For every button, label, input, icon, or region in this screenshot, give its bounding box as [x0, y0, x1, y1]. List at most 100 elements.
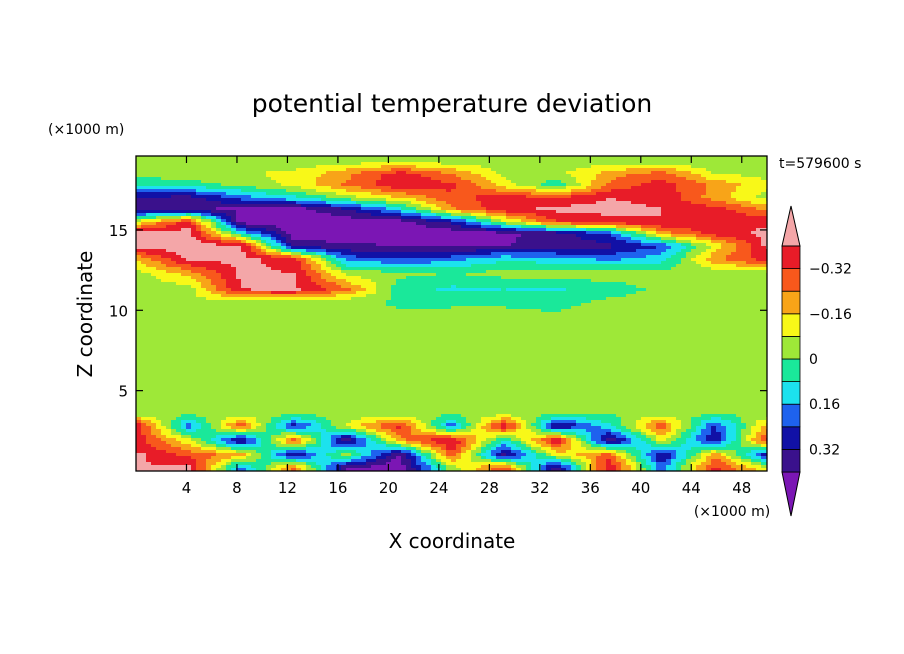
- contour-cell: [421, 252, 427, 256]
- contour-cell: [391, 162, 397, 166]
- contour-cell: [146, 207, 152, 211]
- contour-cell: [231, 243, 237, 247]
- contour-cell: [546, 201, 552, 205]
- contour-cell: [556, 171, 562, 175]
- contour-cell: [436, 252, 442, 256]
- contour-cell: [346, 168, 352, 172]
- contour-cell: [661, 219, 667, 223]
- contour-cell: [596, 162, 602, 166]
- contour-cell: [256, 195, 262, 199]
- contour-cell: [191, 246, 197, 250]
- contour-cell: [391, 177, 397, 181]
- contour-cell: [411, 183, 417, 187]
- contour-cell: [456, 219, 462, 223]
- contour-cell: [301, 270, 307, 274]
- contour-cell: [716, 165, 722, 169]
- contour-cell: [591, 243, 597, 247]
- contour-cell: [511, 231, 517, 235]
- contour-cell: [356, 228, 362, 232]
- contour-cell: [156, 192, 162, 196]
- contour-cell: [661, 174, 667, 178]
- contour-cell: [281, 207, 287, 211]
- contour-cell: [686, 213, 692, 217]
- y-unit-label: (×1000 m): [48, 122, 124, 138]
- contour-cell: [381, 165, 387, 169]
- contour-cell: [376, 213, 382, 217]
- contour-cell: [291, 210, 297, 214]
- contour-cell: [341, 225, 347, 229]
- contour-cell: [671, 228, 677, 232]
- contour-cell: [526, 207, 532, 211]
- contour-cell: [306, 213, 312, 217]
- contour-cell: [491, 246, 497, 250]
- contour-cell: [616, 261, 622, 265]
- contour-cell: [191, 159, 197, 163]
- contour-cell: [236, 174, 242, 178]
- contour-cell: [756, 228, 762, 232]
- contour-cell: [251, 267, 257, 271]
- contour-cell: [276, 225, 282, 229]
- contour-cell: [711, 267, 717, 271]
- contour-cell: [511, 234, 517, 238]
- contour-cell: [206, 204, 212, 208]
- contour-cell: [231, 249, 237, 253]
- contour-cell: [271, 270, 277, 274]
- contour-cell: [521, 174, 527, 178]
- contour-cell: [716, 180, 722, 184]
- contour-cell: [441, 216, 447, 220]
- contour-cell: [201, 213, 207, 217]
- contour-cell: [591, 177, 597, 181]
- contour-cell: [486, 189, 492, 193]
- contour-cell: [296, 189, 302, 193]
- contour-cell: [741, 213, 747, 217]
- contour-cell: [531, 261, 537, 265]
- contour-cell: [286, 168, 292, 172]
- contour-cell: [531, 264, 537, 268]
- contour-cell: [361, 213, 367, 217]
- contour-cell: [361, 225, 367, 229]
- contour-cell: [431, 204, 437, 208]
- contour-cell: [406, 243, 412, 247]
- contour-cell: [371, 189, 377, 193]
- contour-cell: [456, 177, 462, 181]
- contour-cell: [516, 198, 522, 202]
- contour-cell: [151, 186, 157, 190]
- contour-cell: [506, 198, 512, 202]
- contour-cell: [436, 213, 442, 217]
- contour-cell: [576, 207, 582, 211]
- contour-cell: [726, 222, 732, 226]
- contour-cell: [141, 261, 147, 265]
- contour-cell: [301, 171, 307, 175]
- contour-cell: [596, 159, 602, 163]
- contour-cell: [636, 240, 642, 244]
- contour-cell: [276, 195, 282, 199]
- contour-cell: [651, 231, 657, 235]
- contour-cell: [431, 174, 437, 178]
- contour-cell: [321, 228, 327, 232]
- contour-cell: [216, 267, 222, 271]
- contour-cell: [686, 204, 692, 208]
- contour-cell: [321, 249, 327, 253]
- contour-cell: [641, 231, 647, 235]
- contour-cell: [286, 201, 292, 205]
- contour-cell: [196, 243, 202, 247]
- contour-cell: [431, 240, 437, 244]
- contour-cell: [261, 156, 267, 160]
- contour-cell: [301, 225, 307, 229]
- contour-cell: [426, 216, 432, 220]
- contour-cell: [661, 204, 667, 208]
- contour-cell: [391, 258, 397, 262]
- contour-cell: [711, 177, 717, 181]
- contour-cell: [656, 270, 662, 274]
- contour-cell: [691, 231, 697, 235]
- contour-cell: [186, 222, 192, 226]
- contour-cell: [266, 195, 272, 199]
- contour-cell: [426, 258, 432, 262]
- contour-cell: [256, 204, 262, 208]
- contour-cell: [636, 189, 642, 193]
- contour-cell: [671, 210, 677, 214]
- contour-cell: [236, 210, 242, 214]
- contour-cell: [316, 192, 322, 196]
- contour-cell: [166, 183, 172, 187]
- contour-cell: [306, 195, 312, 199]
